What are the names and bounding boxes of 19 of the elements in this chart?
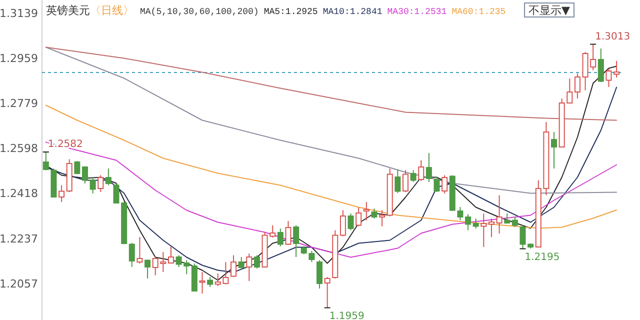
annotation: 1.2195: [524, 252, 560, 263]
annotation: 1.3013: [590, 31, 630, 45]
header: 英镑美元〈日线〉 MA(5,10,30,60,100,200) MA5:1.2925 MA10:1.2841 MA30:1.2531 MA60:1.235: [46, 4, 506, 17]
chart-title: 英镑美元: [46, 4, 90, 17]
annotation: 不显示▼: [524, 2, 574, 18]
annotation: 1.1959: [324, 307, 364, 320]
annotation: MA(5,10,30,60,100,200): [140, 7, 259, 17]
y-tick-label: 1.2418: [0, 187, 38, 200]
annotation: 不显示▼: [528, 4, 571, 17]
y-tick-label: 1.2959: [0, 52, 38, 65]
chart-subtitle: 〈日线〉: [90, 4, 134, 17]
y-tick-label: 1.2057: [0, 277, 38, 290]
annotation: 1.3013: [595, 31, 630, 42]
y-tick-label: 1.3139: [0, 6, 38, 20]
y-tick-label: 1.2779: [0, 96, 38, 110]
annotation: 1.1959: [329, 310, 364, 320]
y-tick-label: 1.2598: [0, 142, 38, 155]
y-tick-label: 1.2237: [0, 232, 38, 246]
annotation: 1.2195: [519, 248, 560, 263]
